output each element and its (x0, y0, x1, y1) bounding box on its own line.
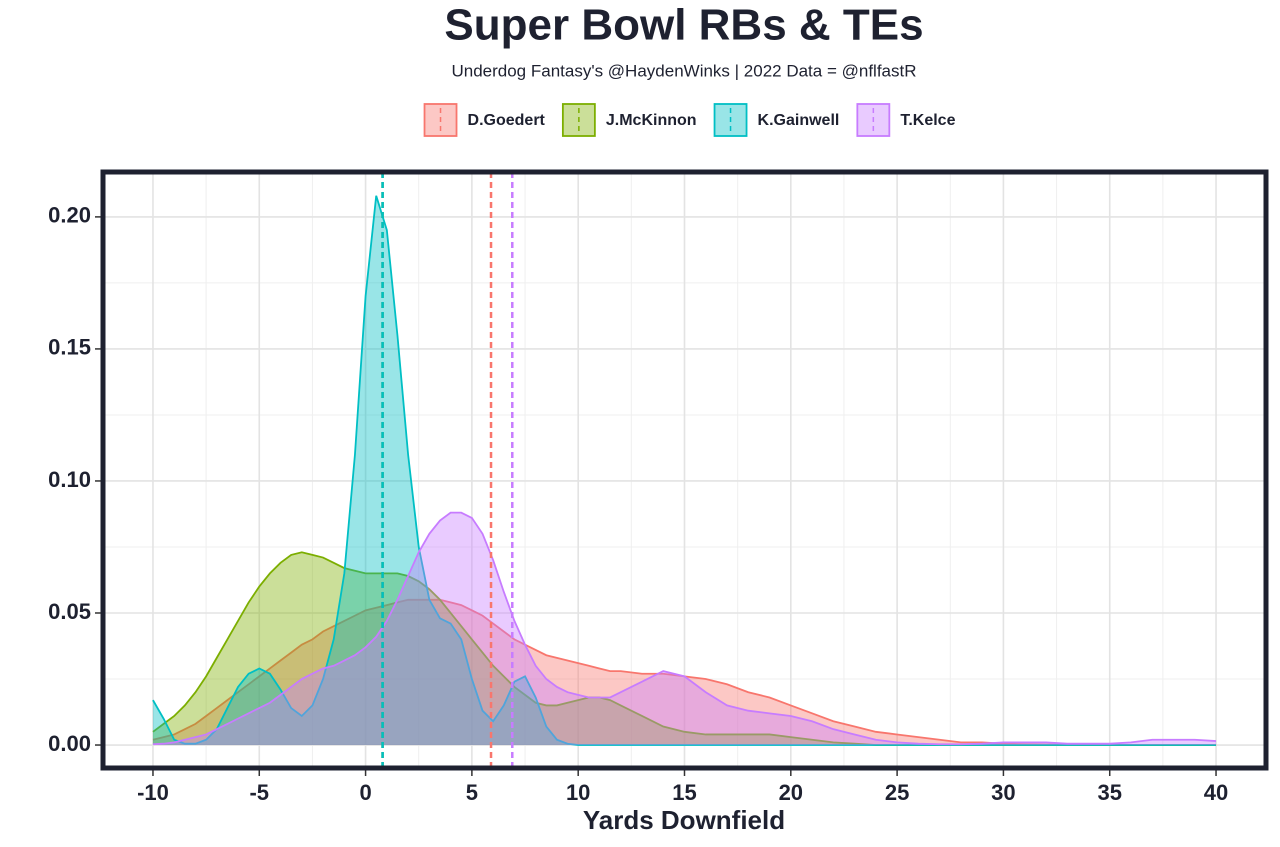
x-tick-label: 40 (1204, 780, 1228, 805)
density-fill (152, 195, 1217, 746)
legend-label: D.Goedert (468, 112, 546, 129)
y-tick-label: 0.05 (48, 599, 91, 624)
legend-label: J.McKinnon (606, 112, 697, 129)
y-tick-label: 0.15 (48, 335, 91, 360)
y-tick-label: 0.10 (48, 467, 91, 492)
x-tick-label: 25 (885, 780, 909, 805)
x-tick-label: -5 (249, 780, 269, 805)
legend: D.Goedert J.McKinnon K.Gainwell T.Kelce (423, 103, 956, 137)
legend-item: D.Goedert (423, 103, 546, 137)
x-tick-label: 10 (566, 780, 590, 805)
density-fill (152, 552, 1217, 746)
x-tick-label: -10 (137, 780, 169, 805)
y-tick-label: 0.00 (48, 731, 91, 756)
legend-label: T.Kelce (900, 112, 955, 129)
legend-item: K.Gainwell (713, 103, 840, 137)
legend-item: T.Kelce (856, 103, 956, 137)
grid: -10 -5 0 5 10 15 20 25 30 35 40 0.00 0.05 0.10 0.15 0.2… (48, 172, 1266, 805)
chart-subtitle: Underdog Fantasy's @HaydenWinks | 2022 D… (451, 61, 916, 80)
legend-label: K.Gainwell (758, 112, 840, 129)
density-fill (152, 512, 1217, 746)
x-tick-label: 20 (779, 780, 803, 805)
chart-title: Super Bowl RBs & TEs (444, 1, 923, 50)
x-tick-label: 35 (1097, 780, 1121, 805)
x-tick-label: 0 (359, 780, 371, 805)
x-tick-label: 15 (672, 780, 696, 805)
density-fill (152, 599, 1217, 746)
legend-item: J.McKinnon (561, 103, 697, 137)
density-line (152, 598, 1217, 746)
x-tick-label: 30 (991, 780, 1015, 805)
x-axis-title: Yards Downfield (583, 805, 785, 835)
plot-area (152, 172, 1217, 768)
density-line (152, 511, 1217, 746)
y-tick-label: 0.20 (48, 203, 91, 228)
panel-border (100, 169, 1269, 771)
x-tick-label: 5 (466, 780, 478, 805)
